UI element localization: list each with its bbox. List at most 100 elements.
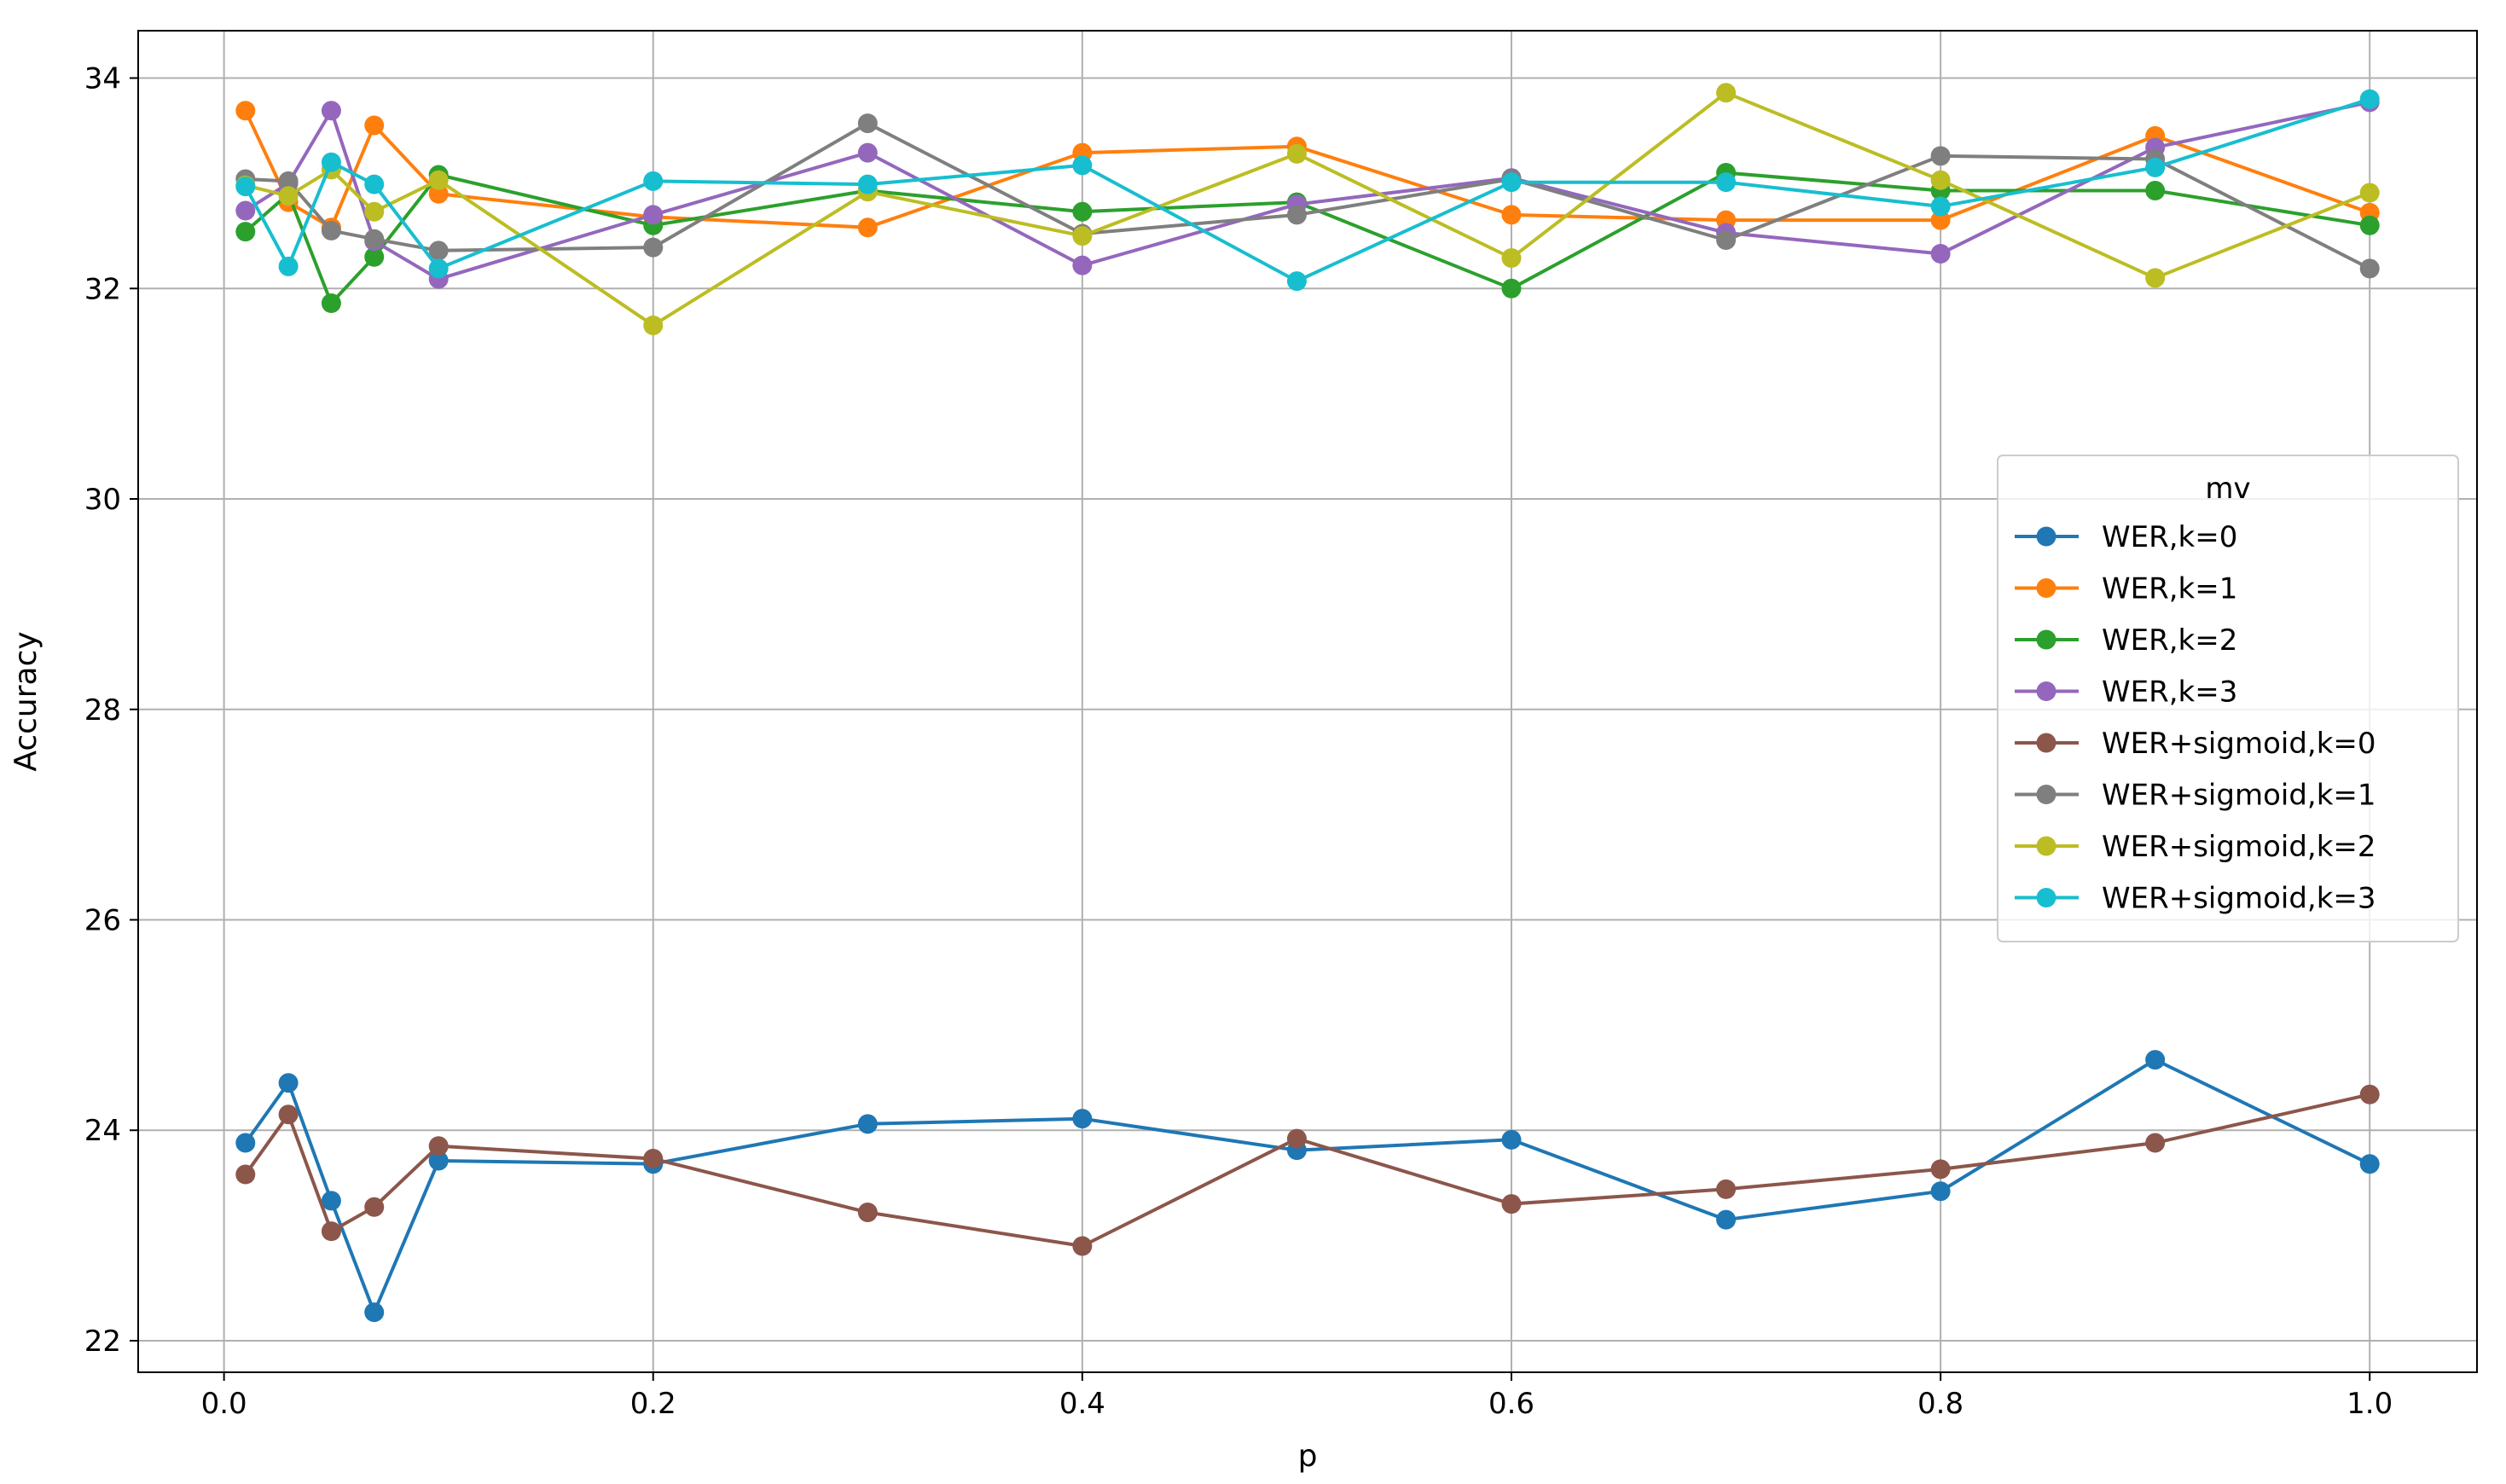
data-point-wer-sigmoid-k-2 — [1716, 83, 1737, 103]
data-point-wer-sigmoid-k-2 — [1286, 143, 1307, 164]
data-point-wer-k-0 — [1501, 1129, 1522, 1150]
data-point-wer-sigmoid-k-3 — [428, 258, 449, 279]
data-point-wer-sigmoid-k-1 — [2359, 258, 2380, 279]
data-point-wer-sigmoid-k-0 — [1072, 1236, 1093, 1256]
x-tick-label: 0.0 — [201, 1387, 247, 1421]
data-point-wer-k-1 — [857, 217, 878, 238]
series-line-wer-sigmoid-k-2 — [245, 90, 2370, 328]
legend-marker — [2036, 526, 2056, 547]
data-point-wer-sigmoid-k-1 — [643, 237, 664, 258]
data-point-wer-k-0 — [1072, 1109, 1093, 1129]
data-point-wer-k-2 — [1072, 201, 1093, 222]
data-point-wer-k-0 — [364, 1302, 385, 1323]
data-point-wer-k-1 — [1930, 210, 1951, 230]
legend-label: WER+sigmoid,k=2 — [2102, 830, 2376, 864]
data-point-wer-k-3 — [1930, 244, 1951, 264]
data-point-wer-sigmoid-k-1 — [428, 241, 449, 261]
data-point-wer-sigmoid-k-0 — [235, 1164, 256, 1185]
data-point-wer-sigmoid-k-2 — [278, 186, 299, 206]
data-point-wer-k-0 — [321, 1191, 341, 1211]
data-point-wer-sigmoid-k-3 — [1501, 172, 1522, 193]
legend-label: WER,k=2 — [2102, 623, 2237, 658]
data-point-wer-k-0 — [278, 1073, 299, 1093]
data-point-wer-sigmoid-k-3 — [2145, 157, 2166, 177]
y-tick-label: 32 — [84, 272, 121, 306]
data-point-wer-sigmoid-k-3 — [857, 174, 878, 194]
legend-marker — [2036, 836, 2056, 856]
data-point-wer-sigmoid-k-3 — [364, 174, 385, 194]
data-point-wer-sigmoid-k-2 — [364, 201, 385, 222]
data-point-wer-sigmoid-k-0 — [2359, 1084, 2380, 1104]
data-point-wer-sigmoid-k-3 — [321, 152, 341, 172]
data-point-wer-k-2 — [2145, 181, 2166, 201]
data-point-wer-sigmoid-k-0 — [2145, 1133, 2166, 1153]
plot-frame — [137, 30, 2478, 1373]
data-point-wer-sigmoid-k-2 — [1072, 226, 1093, 246]
x-axis: 0.0 0.2 0.4 0.6 0.8 1.0 — [201, 1372, 2393, 1421]
series-line-wer-k-0 — [244, 1058, 2371, 1314]
data-point-wer-k-2 — [321, 293, 341, 314]
legend-marker — [2036, 785, 2056, 804]
data-point-wer-sigmoid-k-0 — [857, 1202, 878, 1222]
data-point-wer-sigmoid-k-0 — [364, 1197, 385, 1217]
data-point-wer-sigmoid-k-3 — [1930, 196, 1951, 217]
data-point-wer-sigmoid-k-0 — [1716, 1179, 1737, 1199]
legend-item-wer-sigmoid-k-2: WER+sigmoid,k=2 — [2015, 830, 2376, 864]
legend-label: WER+sigmoid,k=0 — [2102, 727, 2376, 761]
legend-item-wer-sigmoid-k-1: WER+sigmoid,k=1 — [2015, 779, 2376, 813]
data-point-wer-sigmoid-k-2 — [643, 315, 664, 335]
data-point-wer-sigmoid-k-3 — [235, 177, 256, 197]
legend-item-wer-sigmoid-k-3: WER+sigmoid,k=3 — [2015, 882, 2376, 916]
data-point-wer-k-3 — [643, 205, 664, 225]
x-tick-label: 0.2 — [630, 1387, 676, 1421]
legend-item-wer-k-2: WER,k=2 — [2015, 623, 2237, 658]
data-point-wer-sigmoid-k-0 — [278, 1104, 299, 1125]
series-line-wer-k-2 — [244, 171, 2370, 305]
data-point-wer-sigmoid-k-1 — [1286, 205, 1307, 225]
legend-label: WER+sigmoid,k=3 — [2102, 882, 2376, 916]
x-tick-label: 0.4 — [1059, 1387, 1105, 1421]
data-point-wer-k-2 — [1501, 278, 1522, 299]
legend-title: mv — [2205, 472, 2250, 506]
data-point-wer-k-1 — [235, 101, 256, 121]
data-point-wer-sigmoid-k-1 — [857, 113, 878, 134]
legend-label: WER,k=1 — [2102, 572, 2237, 606]
data-point-wer-k-0 — [428, 1151, 449, 1171]
legend-item-wer-sigmoid-k-0: WER+sigmoid,k=0 — [2015, 727, 2376, 761]
data-point-wer-sigmoid-k-3 — [1072, 155, 1093, 176]
data-point-wer-sigmoid-k-1 — [321, 220, 341, 241]
legend-items: WER,k=0 WER,k=1 WER,k=2 WER,k=3 WER+sigmoid,… — [2015, 520, 2376, 916]
data-point-wer-sigmoid-k-0 — [643, 1149, 664, 1169]
series-layer — [235, 83, 2380, 1323]
legend-marker — [2036, 733, 2056, 753]
data-point-wer-sigmoid-k-2 — [1501, 247, 1522, 268]
x-tick-label: 1.0 — [2346, 1387, 2393, 1421]
data-point-wer-k-1 — [364, 115, 385, 136]
legend-box — [1997, 455, 2459, 942]
data-point-wer-sigmoid-k-3 — [2359, 89, 2380, 109]
data-point-wer-sigmoid-k-3 — [1716, 172, 1737, 193]
legend-item-wer-k-0: WER,k=0 — [2015, 520, 2237, 554]
series-line-wer-k-3 — [244, 100, 2370, 281]
x-axis-label: p — [1298, 1439, 1318, 1474]
y-tick-label: 22 — [84, 1325, 121, 1359]
data-point-wer-k-0 — [235, 1133, 256, 1153]
data-point-wer-sigmoid-k-2 — [428, 170, 449, 190]
data-point-wer-sigmoid-k-2 — [1930, 170, 1951, 190]
data-point-wer-sigmoid-k-1 — [278, 171, 299, 191]
legend-label: WER,k=3 — [2102, 675, 2237, 710]
data-point-wer-k-3 — [235, 200, 256, 221]
data-point-wer-sigmoid-k-0 — [1286, 1128, 1307, 1149]
series-wer-k-0 — [235, 1050, 2380, 1323]
data-point-wer-k-0 — [857, 1114, 878, 1134]
data-point-wer-sigmoid-k-3 — [643, 171, 664, 191]
data-point-wer-k-2 — [235, 222, 256, 242]
series-line-wer-k-1 — [243, 109, 2370, 229]
y-tick-label: 30 — [84, 483, 121, 517]
data-point-wer-k-0 — [1930, 1181, 1951, 1202]
data-point-wer-sigmoid-k-1 — [364, 229, 385, 249]
x-tick-label: 0.8 — [1917, 1387, 1964, 1421]
y-tick-label: 26 — [84, 903, 121, 937]
data-point-wer-sigmoid-k-1 — [1716, 230, 1737, 251]
